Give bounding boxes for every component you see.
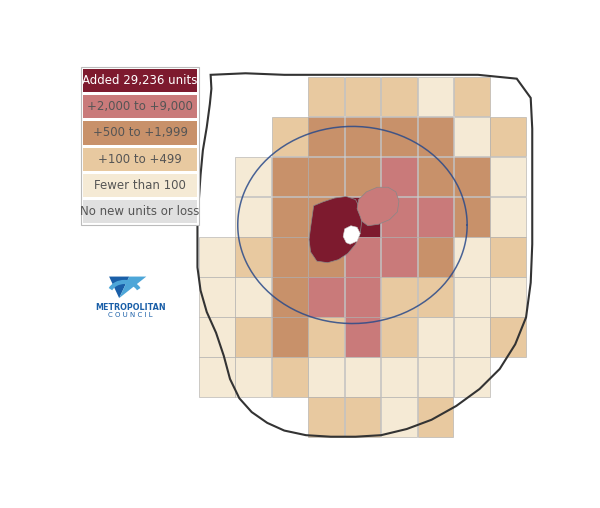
Bar [490,157,526,197]
Bar [418,237,453,276]
Bar [83,69,197,92]
Text: +2,000 to +9,000: +2,000 to +9,000 [87,100,193,113]
Bar [490,237,526,276]
Bar [418,117,453,156]
Bar [344,358,380,397]
Bar [344,237,380,276]
Bar [454,157,490,197]
Bar [308,358,344,397]
Bar [83,121,197,144]
Bar [418,77,453,116]
Bar [272,358,308,397]
Bar [272,117,308,156]
Bar [83,95,197,118]
Bar [418,277,453,316]
Bar [490,197,526,237]
Bar [418,397,453,437]
Text: C O U N C I L: C O U N C I L [109,312,153,318]
Polygon shape [309,197,362,263]
Bar [199,277,235,316]
Bar [235,237,271,276]
Bar [308,197,344,237]
Bar [381,277,417,316]
Bar [308,277,344,316]
Bar [454,117,490,156]
Bar [344,197,380,237]
Bar [381,77,417,116]
Bar [344,397,380,437]
Bar [344,157,380,197]
Text: No new units or loss: No new units or loss [80,205,200,218]
Bar [454,237,490,276]
Polygon shape [109,276,129,298]
Bar [490,277,526,316]
Bar [418,197,453,237]
Bar [381,397,417,437]
Bar [344,117,380,156]
Bar [235,197,271,237]
Bar [308,117,344,156]
Bar [272,237,308,276]
Bar [83,200,197,224]
Bar [381,157,417,197]
Bar [235,277,271,316]
Bar [381,197,417,237]
Bar [308,157,344,197]
Polygon shape [119,276,146,298]
Bar [381,237,417,276]
Text: +100 to +499: +100 to +499 [98,153,182,166]
Bar [81,67,199,225]
Bar [308,77,344,116]
Bar [344,318,380,357]
Bar [308,397,344,437]
Bar [272,157,308,197]
Bar [199,318,235,357]
Bar [490,318,526,357]
Bar [454,197,490,237]
Text: Fewer than 100: Fewer than 100 [94,179,186,192]
Bar [454,318,490,357]
Bar [308,237,344,276]
Bar [272,318,308,357]
Bar [344,77,380,116]
Text: Added 29,236 units: Added 29,236 units [82,74,198,87]
Bar [308,318,344,357]
Polygon shape [343,226,360,244]
Text: METROPOLITAN: METROPOLITAN [95,303,166,312]
Polygon shape [357,187,399,226]
Bar [381,318,417,357]
Bar [344,277,380,316]
Bar [272,197,308,237]
Bar [418,358,453,397]
Bar [418,318,453,357]
Bar [454,358,490,397]
Bar [418,157,453,197]
Bar [272,277,308,316]
Bar [381,117,417,156]
Bar [235,157,271,197]
Bar [490,117,526,156]
Bar [199,237,235,276]
Bar [199,358,235,397]
Bar [235,358,271,397]
Bar [83,174,197,197]
Bar [454,77,490,116]
Bar [235,318,271,357]
Bar [454,277,490,316]
Text: +500 to +1,999: +500 to +1,999 [92,126,188,139]
Bar [381,358,417,397]
Bar [83,148,197,171]
